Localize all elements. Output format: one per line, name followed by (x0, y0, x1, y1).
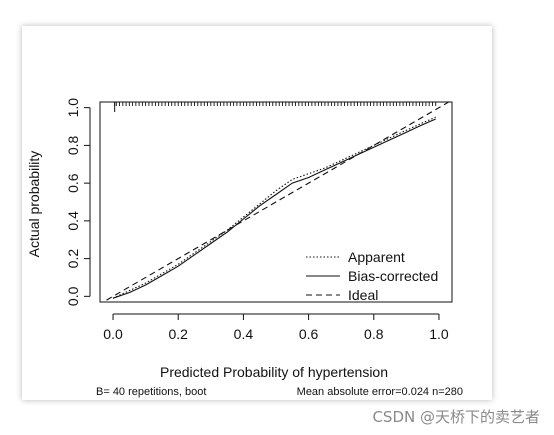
y-tick-label: 0.6 (65, 173, 81, 193)
x-tick-label: 0.4 (234, 326, 254, 342)
x-tick-label: 0.8 (364, 326, 384, 342)
watermark-text: CSDN @天桥下的卖艺者 (372, 408, 540, 426)
y-tick-label: 0.0 (65, 286, 81, 306)
legend-entry-label: Bias-corrected (348, 268, 438, 284)
y-axis-title: Actual probability (26, 151, 42, 258)
y-tick-label: 0.2 (65, 249, 81, 269)
axes-layer: 0.0 0.2 0.4 0.6 0.8 1.0 0.0 0.2 0.4 0.6 0.8 1.0 (65, 98, 453, 342)
legend: Apparent Bias-corrected Ideal (306, 249, 438, 303)
rug-marks (114, 102, 437, 112)
x-tick-label: 0.2 (168, 326, 188, 342)
x-tick-label: 1.0 (429, 326, 449, 342)
x-axis-title: Predicted Probability of hypertension (160, 364, 388, 380)
footer-left-text: B= 40 repetitions, boot (96, 386, 206, 398)
series-line-ideal (106, 99, 453, 301)
x-tick-label: 0.6 (299, 326, 319, 342)
legend-entry-label: Apparent (348, 249, 405, 265)
y-tick-label: 0.4 (65, 211, 81, 231)
y-tick-label: 1.0 (65, 98, 81, 118)
footer-right-text: Mean absolute error=0.024 n=280 (297, 386, 463, 398)
y-tick-label: 0.8 (65, 135, 81, 155)
x-tick-label: 0.0 (103, 326, 123, 342)
calibration-chart: 0.0 0.2 0.4 0.6 0.8 1.0 0.0 0.2 0.4 0.6 0.8 1.0 App… (26, 98, 463, 398)
chart-card: 0.0 0.2 0.4 0.6 0.8 1.0 0.0 0.2 0.4 0.6 0.8 1.0 App… (22, 26, 492, 400)
series-layer (106, 99, 453, 301)
series-line-apparent (112, 116, 436, 299)
legend-entry-label: Ideal (348, 287, 378, 303)
series-line-bias-corrected (112, 118, 436, 299)
